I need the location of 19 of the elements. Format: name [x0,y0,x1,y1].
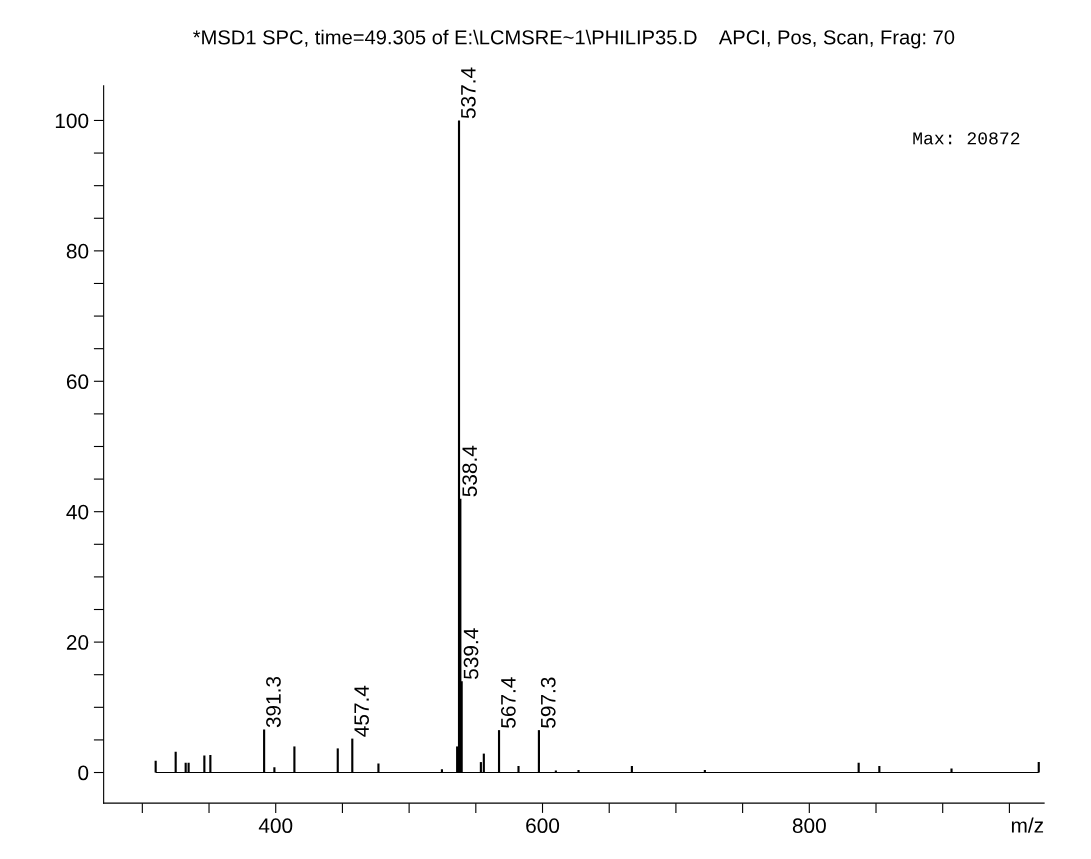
annotation: Max: 20872 [913,132,1020,145]
y-tick-label: 40 [66,504,89,520]
y-tick-label: 100 [55,113,89,129]
y-tick-label: 80 [66,243,89,259]
annotation: 391.3 [266,676,281,728]
annotation: 539.4 [463,628,479,680]
x-tick-label: 600 [526,818,560,834]
annotation: 537.4 [460,67,476,119]
annotation: 538.4 [462,445,478,497]
x-tick-label: 800 [792,818,826,834]
chart-title: *MSD1 SPC, time=49.305 of E:\LCMSRE~1\PHILIP35.D APCI, Pos, Scan, Frag: 70 [193,29,955,49]
x-tick-label: 400 [258,818,293,834]
y-tick-label: 20 [66,635,89,650]
annotation: 597.3 [540,677,556,728]
annotation: 567.4 [500,677,516,728]
y-tick-label: 60 [66,374,89,390]
x-axis-title: m/z [1011,817,1044,833]
y-tick-label: 0 [78,765,89,781]
annotation: 457.4 [354,685,369,737]
